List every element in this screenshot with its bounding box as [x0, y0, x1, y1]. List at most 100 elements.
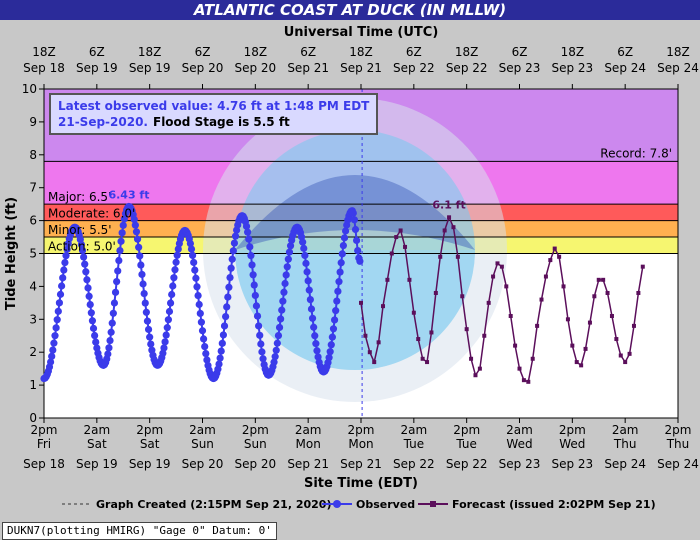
forecast-point: [614, 337, 619, 342]
forecast-point: [557, 254, 562, 259]
observed-point: [338, 250, 346, 258]
observed-point: [83, 276, 91, 284]
observed-point: [280, 288, 288, 296]
observed-point: [161, 338, 169, 346]
observed-point: [119, 221, 127, 229]
top-tick-time: 18Z: [349, 45, 373, 59]
observed-point: [313, 347, 321, 355]
x-tick-time: 2pm: [348, 423, 375, 437]
observed-point: [109, 309, 117, 317]
observed-point: [247, 251, 255, 260]
forecast-point: [482, 333, 487, 338]
observed-point: [82, 268, 90, 276]
observed-point: [327, 341, 335, 349]
observed-point: [143, 317, 152, 325]
x-tick-time: 2am: [189, 423, 216, 437]
x-tick-time: 2am: [506, 423, 533, 437]
flood-stage-label: Minor: 5.5': [48, 223, 112, 237]
x-tick-day: Sun: [244, 437, 267, 451]
forecast-point: [486, 300, 491, 305]
observed-point: [229, 247, 237, 255]
forecast-point: [389, 251, 394, 256]
observed-point: [328, 333, 336, 341]
observed-point: [196, 309, 204, 318]
observed-point: [250, 281, 258, 289]
observed-point: [329, 325, 338, 333]
observed-point: [200, 335, 208, 343]
forecast-point: [491, 274, 496, 279]
top-tick-date: Sep 23: [551, 61, 593, 75]
observed-point: [251, 291, 259, 300]
x-tick-date: Sep 22: [393, 457, 435, 471]
forecast-point: [469, 356, 474, 361]
observed-point: [218, 339, 226, 347]
observed-point: [81, 260, 89, 268]
observed-point: [282, 271, 290, 279]
observed-point: [279, 297, 287, 305]
observed-point: [197, 318, 205, 326]
observed-point: [144, 325, 153, 334]
observed-point: [139, 280, 147, 288]
forecast-point: [596, 277, 601, 282]
observed-point: [230, 239, 239, 247]
observed-point: [174, 245, 182, 253]
observed-point: [132, 228, 141, 236]
forecast-point: [601, 277, 606, 282]
observed-point: [300, 244, 308, 252]
observed-point: [326, 348, 334, 356]
x-tick-time: 2pm: [665, 423, 692, 437]
forecast-point: [425, 360, 430, 365]
observed-point: [117, 237, 125, 245]
observed-point: [201, 342, 209, 351]
observed-point: [203, 356, 211, 364]
x-tick-day: Wed: [506, 437, 532, 451]
forecast-point: [420, 356, 425, 361]
flood-stage-label: Major: 6.5': [48, 190, 111, 204]
observed-point: [135, 243, 143, 251]
top-tick-time: 6Z: [512, 45, 528, 59]
x-tick-date: Sep 20: [182, 457, 224, 471]
observed-point: [352, 236, 361, 245]
forecast-point: [473, 373, 478, 378]
legend-observed-label: Observed: [356, 498, 415, 511]
latest-date-text: 21-Sep-2020.: [58, 115, 148, 129]
flood-stage-text: Flood Stage is 5.5 ft: [153, 115, 290, 129]
forecast-point: [504, 284, 509, 289]
observed-point: [299, 238, 307, 246]
observed-point: [255, 322, 263, 330]
forecast-point: [605, 290, 610, 295]
forecast-point: [429, 330, 434, 335]
observed-point: [169, 282, 177, 290]
observed-point: [165, 307, 174, 316]
x-tick-day: Fri: [37, 437, 51, 451]
observed-point: [259, 355, 267, 363]
observed-point: [270, 358, 278, 366]
y-tick-label: 2: [29, 345, 37, 359]
legend-forecast-label: Forecast (issued 2:02PM Sep 21): [452, 498, 656, 511]
x-tick-date: Sep 24: [604, 457, 646, 471]
top-tick-time: 18Z: [138, 45, 162, 59]
forecast-point: [464, 327, 469, 332]
x-tick-day: Wed: [559, 437, 585, 451]
observed-point: [142, 308, 150, 316]
x-tick-time: 2am: [295, 423, 322, 437]
forecast-point: [631, 323, 636, 328]
observed-point: [105, 344, 113, 352]
observed-point: [242, 222, 251, 230]
x-tick-day: Sun: [191, 437, 214, 451]
observed-point: [286, 242, 295, 250]
y-tick-label: 5: [29, 247, 37, 261]
observed-point: [285, 248, 294, 256]
observed-point: [281, 279, 289, 288]
observed-point: [116, 247, 124, 255]
forecast-point: [636, 290, 641, 295]
observed-point: [274, 332, 283, 340]
observed-point: [62, 252, 70, 260]
x-tick-time: 2pm: [453, 423, 480, 437]
observed-peak-label: 6.43 ft: [108, 188, 149, 201]
forecast-point: [403, 244, 408, 249]
observed-point: [55, 299, 64, 307]
top-tick-time: 6Z: [195, 45, 211, 59]
observed-point: [110, 299, 119, 307]
